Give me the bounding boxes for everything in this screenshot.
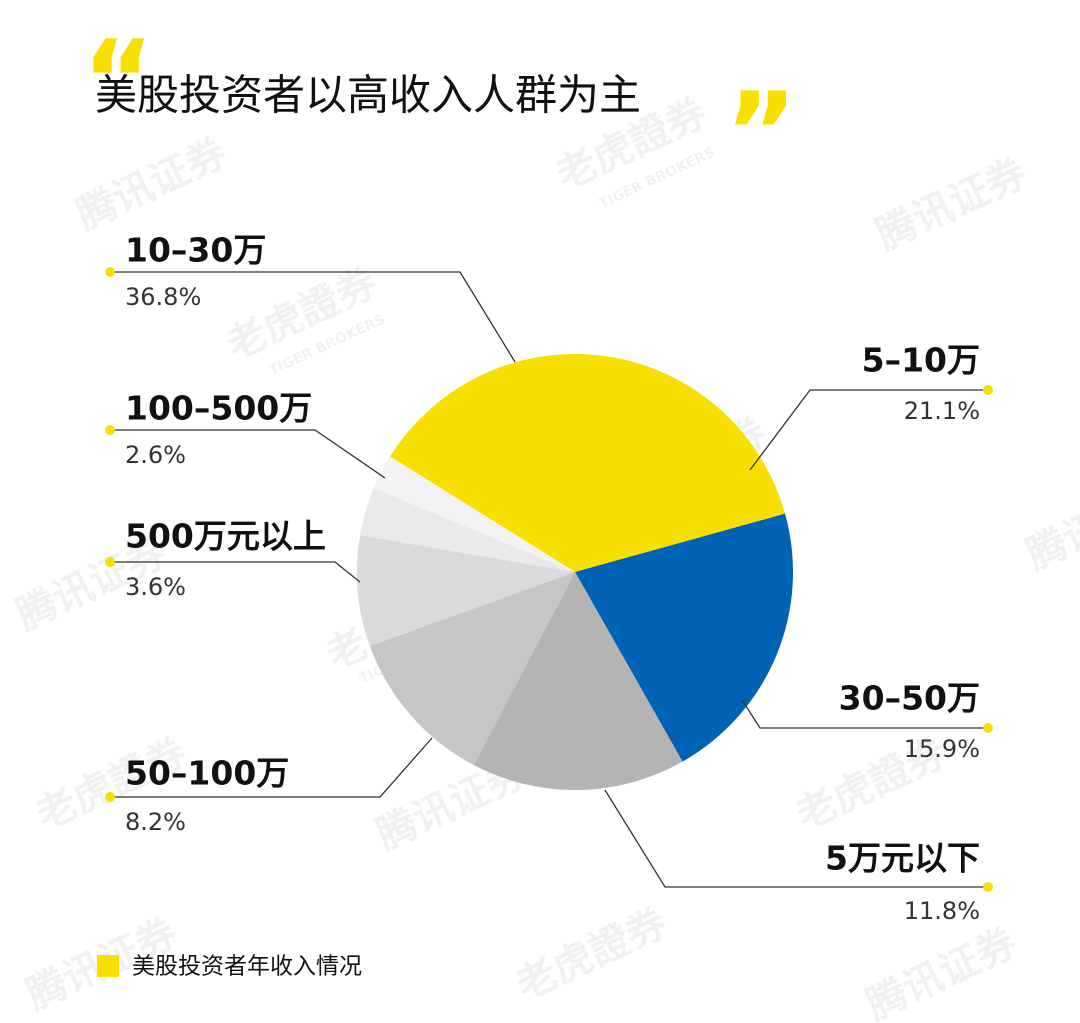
- pie-slice: [357, 535, 575, 646]
- leader-line: [110, 561, 361, 583]
- label-dot: [983, 385, 993, 395]
- watermark: 腾讯证券: [1019, 469, 1080, 579]
- value-label: 36.8%: [125, 283, 201, 311]
- legend-swatch: [97, 955, 119, 977]
- pie-slice: [369, 572, 575, 766]
- leader-line: [110, 429, 386, 479]
- value-label: 21.1%: [904, 397, 980, 425]
- label-dot: [105, 792, 115, 802]
- category-label: 50–100万: [125, 754, 289, 793]
- leader-line: [749, 389, 988, 471]
- category-label: 100–500万: [125, 389, 312, 428]
- category-label: 30–50万: [839, 679, 980, 718]
- value-label: 11.8%: [904, 897, 980, 925]
- quote-open: “: [82, 16, 154, 144]
- value-label: 3.6%: [125, 573, 186, 601]
- watermark: 腾讯证券: [869, 149, 1034, 259]
- pie-slice: [360, 488, 575, 572]
- category-label: 5万元以下: [825, 839, 980, 878]
- leader-line: [741, 699, 988, 729]
- leader-line: [110, 271, 516, 363]
- pie-slice: [373, 456, 575, 572]
- category-label: 10–30万: [125, 231, 266, 270]
- chart-title: 美股投资者以高收入人群为主: [95, 71, 641, 120]
- watermark: 腾讯证券: [859, 919, 1024, 1023]
- labels: 10–30万 36.8% 5–10万 21.1% 30–50万 15.9% 5万元以下 11.…: [105, 231, 993, 925]
- pie-slice: [575, 513, 793, 762]
- leader-line: [110, 737, 433, 798]
- pie-slice: [390, 353, 786, 572]
- pie-slice: [473, 572, 683, 790]
- value-label: 15.9%: [904, 735, 980, 763]
- pie: [357, 353, 793, 790]
- label-dot: [105, 425, 115, 435]
- leader-lines: [110, 271, 988, 888]
- legend-label: 美股投资者年收入情况: [132, 954, 362, 980]
- quote-close: ”: [725, 68, 797, 196]
- label-dot: [105, 267, 115, 277]
- leader-line: [604, 789, 988, 888]
- label-dot: [983, 723, 993, 733]
- category-label: 500万元以上: [125, 517, 326, 556]
- label-dot: [105, 557, 115, 567]
- value-label: 2.6%: [125, 441, 186, 469]
- category-label: 5–10万: [862, 341, 980, 380]
- value-label: 8.2%: [125, 808, 186, 836]
- label-dot: [983, 882, 993, 892]
- watermark: 老虎證券: [509, 899, 674, 1009]
- watermark: 腾讯证券: [69, 129, 234, 239]
